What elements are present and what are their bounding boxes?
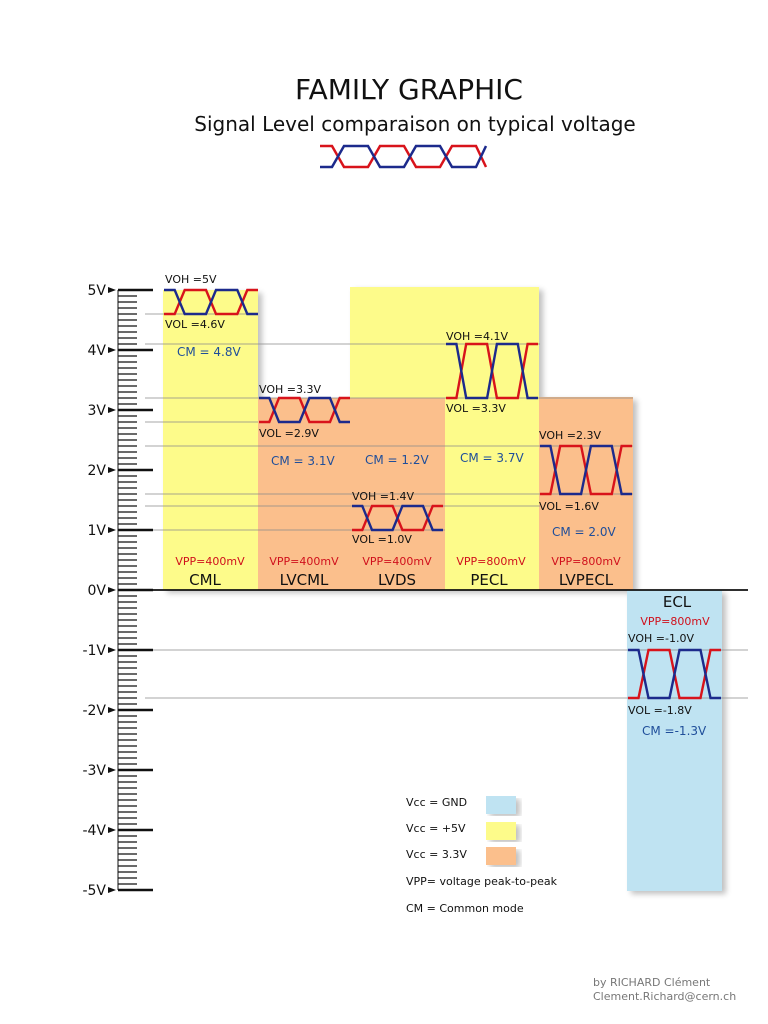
pecl-name: PECL [470, 571, 508, 589]
axis-tick-label: 2V [88, 463, 107, 479]
axis-tick-label: -5V [82, 883, 106, 899]
axis-tick-label: -2V [82, 703, 106, 719]
axis-tick-label: -4V [82, 823, 106, 839]
ecl-name: ECL [663, 593, 692, 611]
header-waveform-icon [320, 144, 488, 169]
lvds-upper-box [350, 287, 445, 398]
ecl-cm-label: CM =-1.3V [642, 724, 707, 738]
lvpecl-vpp-label: VPP=800mV [551, 555, 621, 568]
axis-arrow-icon [108, 467, 116, 473]
axis-tick-label: -1V [82, 643, 106, 659]
legend-vpp-definition: VPP= voltage peak-to-peak [406, 875, 558, 888]
lvpecl-box [539, 397, 633, 590]
axis-arrow-icon [108, 347, 116, 353]
axis-tick-label: -3V [82, 763, 106, 779]
axis-tick-label: 1V [88, 523, 107, 539]
pecl-vpp-label: VPP=800mV [456, 555, 526, 568]
ecl-vol-label: VOL =-1.8V [628, 704, 692, 717]
ecl-voh-label: VOH =-1.0V [628, 632, 694, 645]
page-title: FAMILY GRAPHIC [295, 73, 523, 106]
lvpecl-name: LVPECL [559, 571, 614, 589]
axis-arrow-icon [108, 767, 116, 773]
legend-3v3-swatch [486, 847, 516, 865]
lvpecl-voh-label: VOH =2.3V [539, 429, 601, 442]
axis-arrow-icon [108, 407, 116, 413]
pecl-voh-label: VOH =4.1V [446, 330, 508, 343]
axis-tick-label: 4V [88, 343, 107, 359]
page-subtitle: Signal Level comparaison on typical volt… [194, 112, 635, 136]
ecl-box [627, 590, 722, 891]
legend-5v-label: Vcc = +5V [406, 822, 466, 835]
legend-gnd-swatch [486, 796, 516, 814]
axis-arrow-icon [108, 287, 116, 293]
ecl-waveform-blue [628, 648, 721, 700]
lvds-vol-label: VOL =1.0V [352, 533, 412, 546]
ecl-vpp-label: VPP=800mV [640, 615, 710, 628]
cml-cm-label: CM = 4.8V [177, 345, 242, 359]
cml-box [163, 290, 258, 590]
lvds-cm-label: CM = 1.2V [365, 453, 430, 467]
axis-arrow-icon [108, 887, 116, 893]
axis-arrow-icon [108, 707, 116, 713]
signal-waveforms [164, 288, 721, 700]
pecl-waveform-blue [446, 342, 538, 400]
lvds-waveform-blue [352, 504, 443, 532]
lvpecl-waveform-blue [540, 444, 632, 496]
pecl-box [445, 287, 539, 590]
lvcml-voh-label: VOH =3.3V [259, 383, 321, 396]
legend-5v-swatch [486, 822, 516, 840]
cml-vol-label: VOL =4.6V [165, 318, 225, 331]
lvcml-vpp-label: VPP=400mV [269, 555, 339, 568]
axis-arrow-icon [108, 527, 116, 533]
pecl-vol-label: VOL =3.3V [446, 402, 506, 415]
lvcml-name: LVCML [280, 571, 329, 589]
cml-waveform-blue [164, 288, 258, 316]
credit-email: Clement.Richard@cern.ch [593, 990, 736, 1003]
legend-cm-definition: CM = Common mode [406, 902, 524, 915]
lvcml-waveform-blue [259, 396, 350, 424]
legend-3v3-label: Vcc = 3.3V [406, 848, 467, 861]
lvpecl-cm-label: CM = 2.0V [552, 525, 617, 539]
credit-author: by RICHARD Clément [593, 976, 711, 989]
voltage-axis: 5V 4V 3V 2V 1V 0V -1V -2V -3V -4V -5V [82, 283, 153, 899]
axis-arrow-icon [108, 827, 116, 833]
axis-tick-label: 3V [88, 403, 107, 419]
legend: Vcc = GND Vcc = +5V Vcc = 3.3V VPP= volt… [406, 796, 558, 915]
lvds-name: LVDS [378, 571, 416, 589]
legend-gnd-label: Vcc = GND [406, 796, 467, 809]
lvcml-vol-label: VOL =2.9V [259, 427, 319, 440]
axis-arrow-icon [108, 587, 116, 593]
cml-vpp-label: VPP=400mV [175, 555, 245, 568]
axis-arrow-icon [108, 647, 116, 653]
lvds-voh-label: VOH =1.4V [352, 490, 414, 503]
axis-tick-label: 0V [88, 583, 107, 599]
family-boxes [163, 287, 722, 891]
lvcml-cm-label: CM = 3.1V [271, 454, 336, 468]
pecl-cm-label: CM = 3.7V [460, 451, 525, 465]
lvds-vpp-label: VPP=400mV [362, 555, 432, 568]
lvpecl-vol-label: VOL =1.6V [539, 500, 599, 513]
cml-voh-label: VOH =5V [165, 273, 217, 286]
cml-name: CML [189, 571, 221, 589]
axis-tick-label: 5V [88, 283, 107, 299]
